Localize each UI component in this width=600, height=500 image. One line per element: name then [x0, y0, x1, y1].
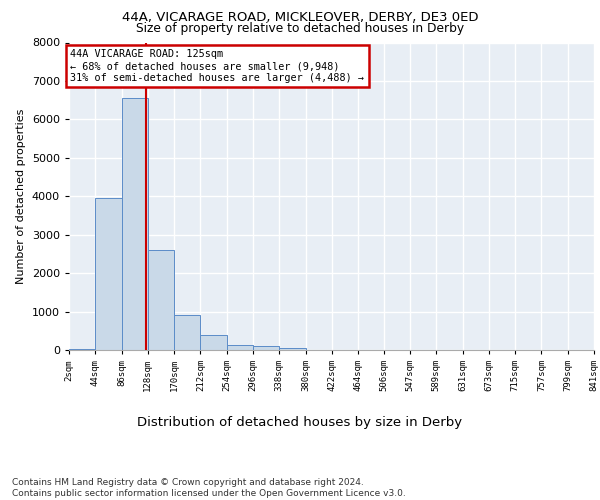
Y-axis label: Number of detached properties: Number of detached properties — [16, 108, 26, 284]
Text: 44A VICARAGE ROAD: 125sqm
← 68% of detached houses are smaller (9,948)
31% of se: 44A VICARAGE ROAD: 125sqm ← 68% of detac… — [70, 50, 364, 82]
Bar — [279, 348, 305, 350]
Bar — [253, 346, 279, 350]
Text: Size of property relative to detached houses in Derby: Size of property relative to detached ho… — [136, 22, 464, 35]
Text: Contains HM Land Registry data © Crown copyright and database right 2024.
Contai: Contains HM Land Registry data © Crown c… — [12, 478, 406, 498]
Bar — [200, 336, 227, 350]
Bar — [122, 98, 148, 350]
Bar — [69, 349, 95, 350]
Bar — [227, 345, 253, 350]
Bar — [148, 250, 174, 350]
Text: 44A, VICARAGE ROAD, MICKLEOVER, DERBY, DE3 0ED: 44A, VICARAGE ROAD, MICKLEOVER, DERBY, D… — [122, 11, 478, 24]
Bar — [174, 316, 200, 350]
Bar — [95, 198, 122, 350]
Text: Distribution of detached houses by size in Derby: Distribution of detached houses by size … — [137, 416, 463, 429]
